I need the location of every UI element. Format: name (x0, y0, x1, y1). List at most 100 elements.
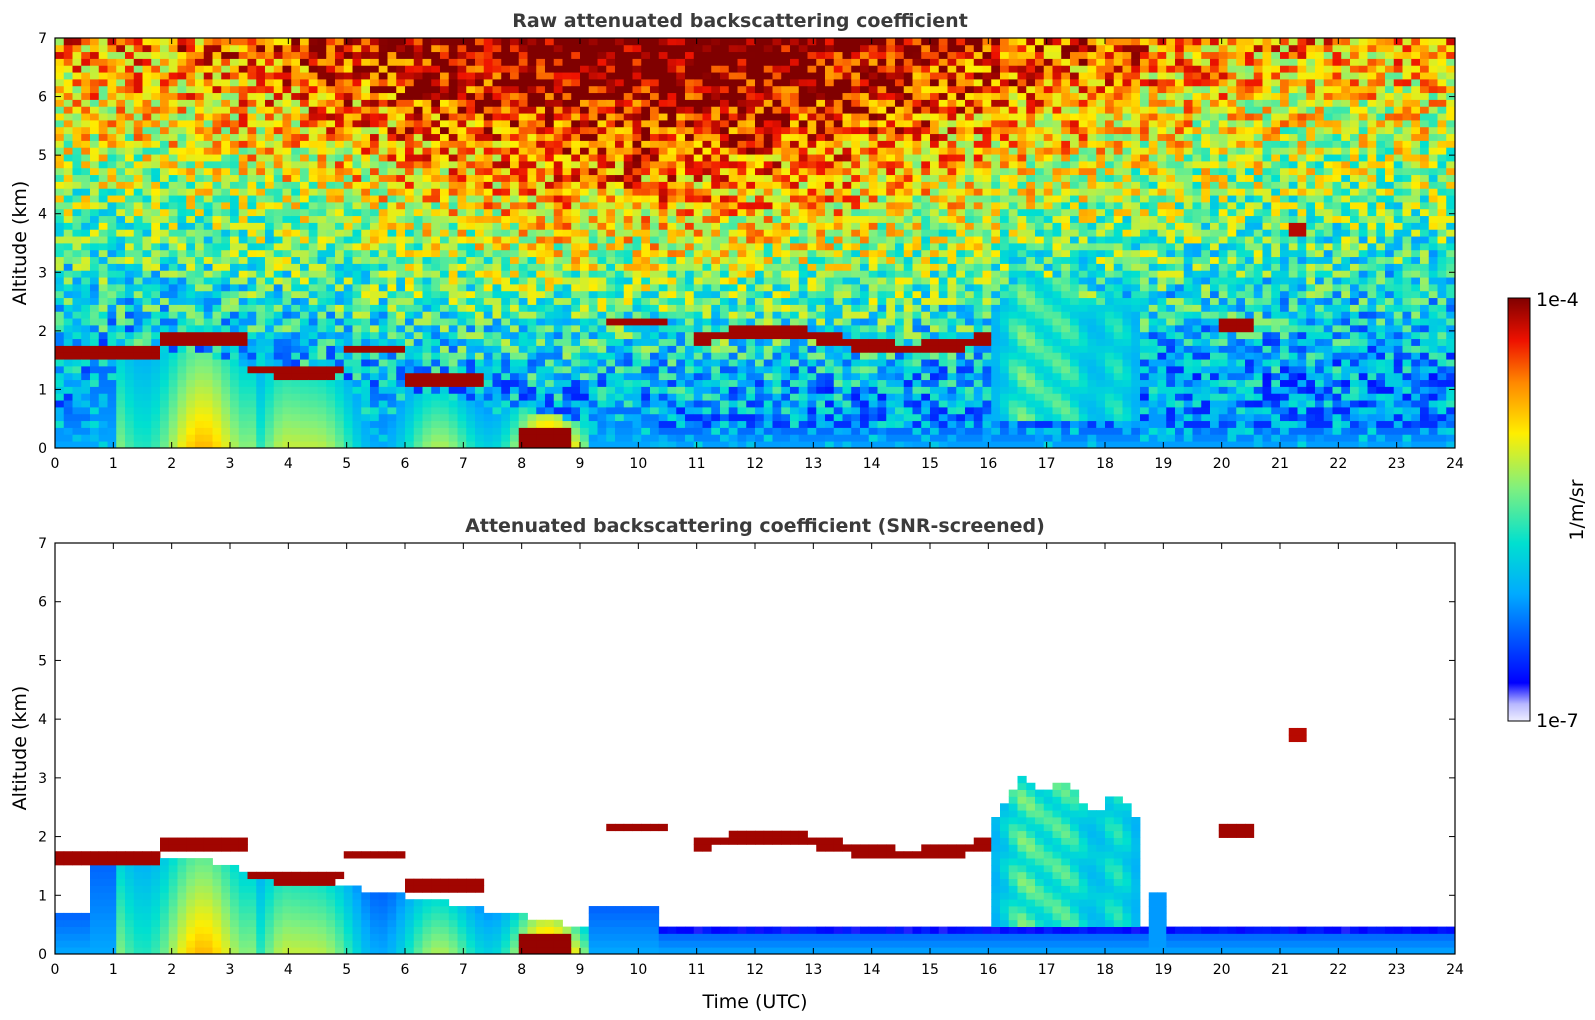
heatmap-cell (483, 386, 493, 394)
heatmap-cell (378, 277, 388, 285)
heatmap-cell (746, 215, 756, 223)
heatmap-cell (151, 126, 161, 135)
heatmap-cell (405, 154, 415, 162)
heatmap-cell (317, 284, 327, 292)
heatmap-cell (448, 379, 458, 387)
heatmap-cell (405, 249, 415, 258)
heatmap-cell (510, 38, 520, 46)
heatmap-cell (737, 58, 747, 66)
heatmap-cell (457, 120, 467, 128)
heatmap-cell (737, 366, 747, 374)
heatmap-cell (623, 338, 633, 346)
heatmap-cell (562, 386, 572, 394)
heatmap-cell (755, 420, 765, 428)
heatmap-cell (125, 434, 135, 442)
heatmap-cell (606, 85, 616, 94)
heatmap-cell (343, 126, 353, 135)
heatmap-cell (273, 290, 283, 299)
heatmap-cell (755, 167, 765, 176)
heatmap-cell (588, 154, 598, 162)
heatmap-cell (711, 58, 721, 66)
heatmap-cell (212, 79, 222, 87)
heatmap-cell (632, 154, 642, 162)
heatmap-cell (238, 256, 248, 264)
heatmap-cell (772, 270, 782, 278)
heatmap-cell (580, 386, 590, 394)
heatmap-cell (370, 38, 380, 46)
heatmap-cell (203, 38, 213, 46)
heatmap-cell (142, 140, 152, 148)
heatmap-cell (571, 236, 581, 244)
heatmap-cell (693, 379, 703, 387)
heatmap-cell (763, 113, 773, 121)
heatmap-cell (606, 345, 616, 353)
heatmap-cell (387, 167, 397, 176)
heatmap-cell (536, 393, 546, 401)
heatmap-cell (72, 133, 82, 141)
heatmap-cell (168, 372, 178, 381)
heatmap-cell (352, 263, 362, 271)
heatmap-cell (405, 427, 415, 435)
heatmap-cell (256, 338, 266, 346)
heatmap-cell (623, 290, 633, 299)
heatmap-cell (212, 106, 222, 114)
heatmap-cell (142, 318, 152, 326)
heatmap-cell (107, 427, 117, 435)
heatmap-cell (107, 229, 117, 237)
heatmap-cell (650, 58, 660, 66)
heatmap-cell (650, 359, 660, 367)
heatmap-cell (352, 434, 362, 442)
heatmap-cell (588, 85, 598, 94)
heatmap-cell (553, 338, 563, 346)
heatmap-cell (291, 359, 301, 367)
heatmap-cell (457, 222, 467, 230)
heatmap-cell (763, 147, 773, 155)
heatmap-cell (195, 420, 205, 428)
heatmap-cell (396, 133, 406, 141)
heatmap-cell (343, 195, 353, 203)
heatmap-cell (510, 65, 520, 73)
heatmap-cell (396, 427, 406, 435)
heatmap-cell (230, 208, 240, 217)
heatmap-cell (763, 297, 773, 305)
heatmap-cell (413, 174, 423, 182)
heatmap-cell (650, 318, 660, 326)
heatmap-cell (510, 304, 520, 312)
heatmap-cell (81, 202, 91, 210)
heatmap-cell (501, 174, 511, 182)
heatmap-cell (133, 434, 143, 442)
heatmap-cell (501, 366, 511, 374)
heatmap-cell (125, 113, 135, 121)
heatmap-cell (763, 72, 773, 80)
heatmap-cell (676, 311, 686, 319)
heatmap-cell (177, 92, 187, 100)
heatmap-cell (536, 167, 546, 176)
heatmap-cell (396, 441, 406, 449)
heatmap-cell (615, 379, 625, 387)
heatmap-cell (361, 407, 371, 415)
heatmap-cell (650, 311, 660, 319)
heatmap-cell (702, 65, 712, 73)
heatmap-cell (711, 359, 721, 367)
heatmap-cell (650, 133, 660, 141)
heatmap-cell (230, 58, 240, 66)
heatmap-cell (186, 154, 196, 162)
heatmap-cell (606, 92, 616, 100)
heatmap-cell (282, 85, 292, 94)
heatmap-cell (518, 236, 528, 244)
heatmap-cell (772, 120, 782, 128)
heatmap-cell (203, 407, 213, 415)
heatmap-cell (212, 434, 222, 442)
heatmap-cell (746, 99, 756, 107)
heatmap-cell (615, 420, 625, 428)
heatmap-cell (195, 372, 205, 381)
heatmap-cell (440, 92, 450, 100)
heatmap-cell (720, 393, 730, 401)
heatmap-cell (352, 318, 362, 326)
heatmap-cell (335, 243, 345, 251)
heatmap-cell (300, 208, 310, 217)
heatmap-cell (632, 99, 642, 107)
heatmap-cell (422, 366, 432, 374)
heatmap-cell (98, 72, 108, 80)
heatmap-cell (641, 270, 651, 278)
